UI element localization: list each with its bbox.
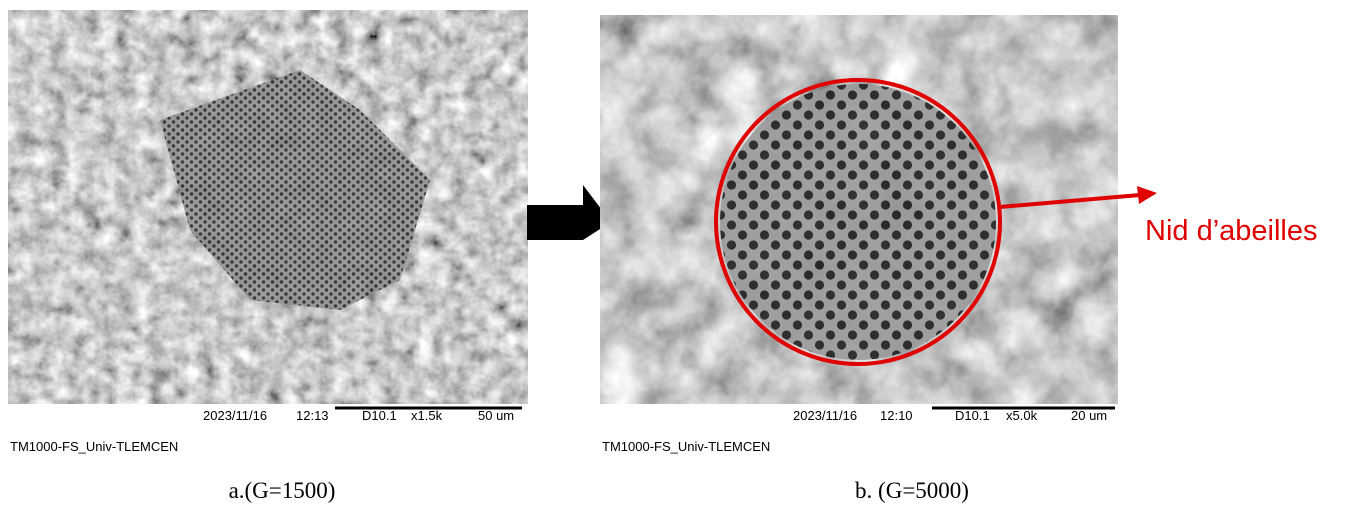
arrow bbox=[527, 185, 611, 240]
date: 2023/11/16 bbox=[203, 408, 267, 423]
sem-image-a bbox=[8, 10, 528, 404]
magnification: x1.5k bbox=[411, 408, 443, 423]
caption: b. (G=5000) bbox=[855, 478, 969, 503]
scale: 20 um bbox=[1071, 408, 1107, 423]
instrument: TM1000-FS_Univ-TLEMCEN bbox=[10, 439, 178, 454]
caption: a.(G=1500) bbox=[229, 478, 336, 503]
magnification: x5.0k bbox=[1006, 408, 1038, 423]
sem-image-b bbox=[600, 15, 1118, 404]
time: 12:13 bbox=[296, 408, 329, 423]
detector: D10.1 bbox=[362, 408, 397, 423]
instrument: TM1000-FS_Univ-TLEMCEN bbox=[602, 439, 770, 454]
detector: D10.1 bbox=[955, 408, 990, 423]
annotation: Nid d’abeilles bbox=[1145, 215, 1318, 247]
date: 2023/11/16 bbox=[793, 408, 857, 423]
time: 12:10 bbox=[880, 408, 913, 423]
arrow-head bbox=[1137, 186, 1157, 204]
figure: 2023/11/16 12:13 D10.1 x1.5k 50 um TM100… bbox=[0, 0, 1367, 513]
scale: 50 um bbox=[478, 408, 514, 423]
